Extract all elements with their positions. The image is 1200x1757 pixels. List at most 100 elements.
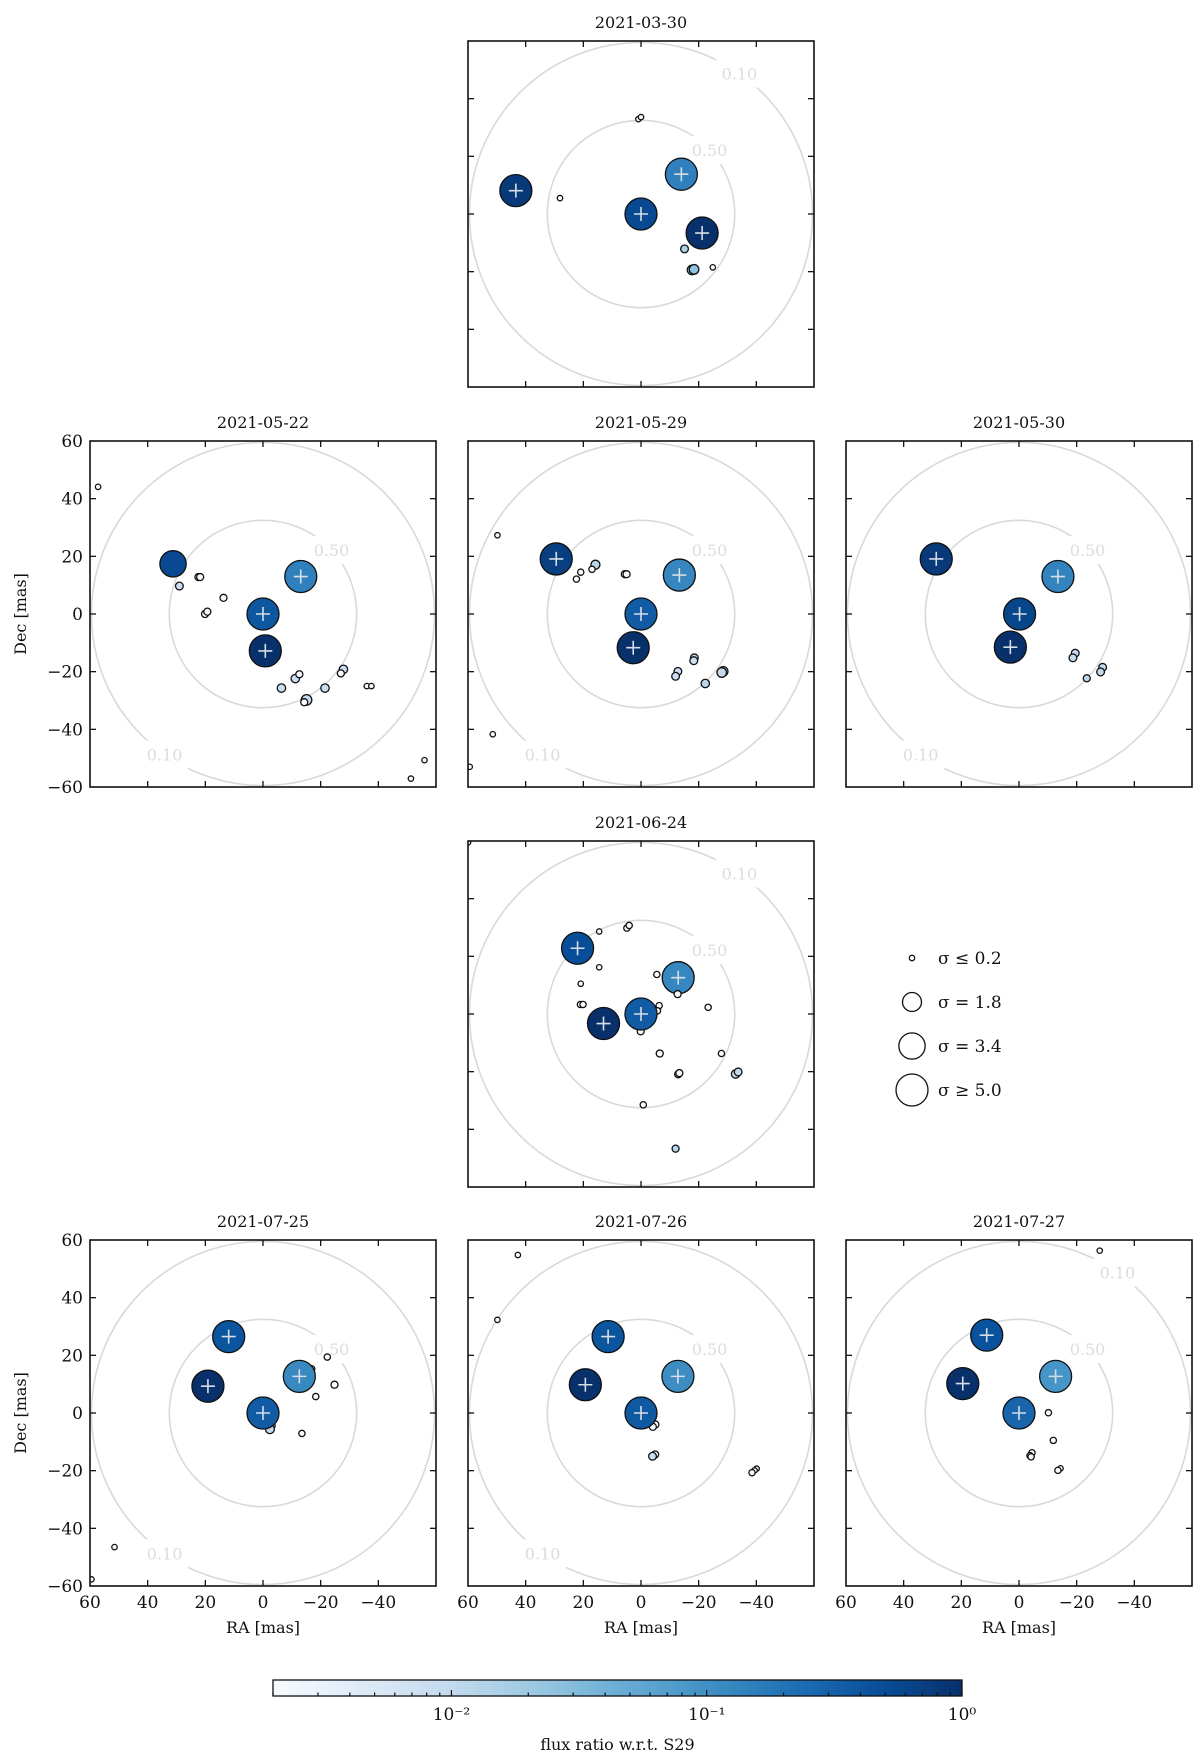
star-cross-icon: [634, 1406, 648, 1420]
contour-circle-0.50: [546, 1318, 736, 1508]
plot-area: 0.50 0.10: [468, 841, 814, 1187]
source-marker: [323, 1353, 332, 1361]
source-marker: [195, 572, 205, 582]
panel-2021-06-24: 0.50 0.10 2021-06-24: [467, 813, 815, 1188]
y-tick-label: −20: [47, 663, 83, 683]
source-marker: [407, 775, 415, 782]
source-marker: [625, 921, 633, 930]
colorbar-gradient: [272, 1679, 963, 1697]
star-cross-icon: [200, 1379, 215, 1394]
y-tick-label: −40: [47, 1519, 83, 1539]
source-marker: [203, 607, 212, 616]
contour-label-gap: [715, 59, 764, 88]
source-marker: [622, 570, 631, 579]
x-tick-label: −40: [1116, 1593, 1152, 1613]
star-cross-icon: [578, 1377, 593, 1392]
star-cross-icon: [955, 1376, 970, 1391]
x-tick-label: −40: [738, 1593, 774, 1613]
panel-title: 2021-05-30: [973, 413, 1065, 432]
source-marker: [111, 1543, 118, 1551]
panel-2021-07-27: 0.50 0.10 2021-07-27 60 40 20 0 −20 −40 RA [mas]: [835, 1212, 1193, 1637]
panel-title: 2021-07-27: [973, 1212, 1065, 1231]
contour-label: 0.50: [692, 1340, 728, 1359]
star-cross-icon: [1012, 1406, 1026, 1420]
contour-circle-0.50: [924, 519, 1114, 709]
star-cross-icon: [256, 607, 270, 621]
source-marker: [717, 1049, 726, 1058]
y-tick-label: 40: [61, 1289, 83, 1309]
legend-label: σ = 3.4: [938, 1037, 1002, 1057]
x-tick-label: 40: [893, 1593, 915, 1613]
source-marker: [174, 581, 184, 591]
source-marker: [579, 1000, 587, 1009]
star-cross-icon: [221, 1329, 236, 1344]
contour-label-gap: [518, 1539, 567, 1568]
panel-2021-07-25: 0.50 0.10 2021-07-25 60 40 20 0 −20 −40 −60 Dec [m…: [11, 1212, 437, 1637]
x-tick-label: 60: [457, 1593, 479, 1613]
contour-label-gap: [715, 859, 764, 888]
contour-label-gap: [140, 1539, 189, 1568]
source-marker: [1054, 1466, 1062, 1475]
panel-title: 2021-07-25: [217, 1212, 309, 1231]
star-cross-icon: [670, 1369, 685, 1384]
star-cross-icon: [549, 551, 564, 566]
source-marker: [494, 531, 501, 539]
star-cross-icon: [601, 1329, 616, 1344]
y-axis-label: Dec [mas]: [11, 1372, 30, 1454]
y-tick-label: 20: [61, 1346, 83, 1366]
source-marker: [700, 678, 711, 689]
x-axis-label: RA [mas]: [226, 1618, 300, 1637]
colorbar-tick-label: 10⁻²: [433, 1705, 470, 1725]
source-marker: [639, 1101, 648, 1109]
source-marker: [494, 1316, 501, 1324]
contour-label: 0.50: [692, 141, 728, 160]
source-marker: [671, 1144, 680, 1153]
star-cross-icon: [1050, 569, 1065, 584]
source-marker: [298, 1429, 306, 1438]
panel-2021-07-26: 0.50 0.10 2021-07-26 60 40 20 0 −20 −40 RA [mas]: [457, 1212, 815, 1637]
contour-label-gap: [685, 136, 734, 165]
plot-area: 0.50 0.10: [468, 41, 814, 387]
contour-circle-0.50: [168, 519, 358, 709]
source-marker: [320, 683, 330, 693]
source-marker: [675, 1068, 684, 1078]
source-marker: [489, 730, 497, 738]
colorbar-tick-label: 10⁰: [948, 1705, 977, 1725]
contour-label: 0.50: [314, 1340, 350, 1359]
source-marker: [1096, 1247, 1104, 1255]
x-axis-label: RA [mas]: [982, 1618, 1056, 1637]
contour-label: 0.10: [525, 746, 561, 765]
source-marker: [219, 593, 228, 603]
contour-circle-0.50: [924, 1318, 1114, 1508]
contour-label-gap: [896, 740, 945, 769]
source-marker: [94, 483, 102, 491]
legend-label: σ ≥ 5.0: [938, 1081, 1002, 1101]
x-tick-label: −20: [1059, 1593, 1095, 1613]
x-tick-label: 40: [137, 1593, 159, 1613]
contour-label-gap: [307, 1335, 356, 1364]
source-marker: [1068, 653, 1078, 663]
legend-label: σ = 1.8: [938, 993, 1002, 1013]
star-cross-icon: [1048, 1369, 1063, 1384]
source-marker: [709, 263, 717, 271]
contour-label: 0.50: [1070, 1340, 1106, 1359]
star-cross-icon: [570, 941, 585, 956]
contour-circle-0.50: [546, 519, 736, 709]
plot-area: 0.50 0.10: [846, 441, 1192, 787]
source-marker: [421, 756, 428, 764]
star-cross-icon: [258, 643, 273, 658]
source-marker: [653, 970, 661, 979]
source-marker: [671, 671, 681, 681]
contour-label: 0.10: [525, 1545, 561, 1564]
source-marker: [1082, 674, 1091, 683]
panel-title: 2021-06-24: [595, 813, 687, 832]
colorbar: 10⁻² 10⁻¹ 10⁰ flux ratio w.r.t. S29: [272, 1679, 977, 1754]
contour-label-gap: [685, 936, 734, 965]
y-tick-label: −20: [47, 1462, 83, 1482]
y-tick-label: 20: [61, 547, 83, 567]
contour-label: 0.50: [1070, 541, 1106, 560]
star-cross-icon: [292, 1369, 307, 1384]
star-cross-icon: [1003, 640, 1018, 655]
source-marker: [468, 763, 474, 771]
